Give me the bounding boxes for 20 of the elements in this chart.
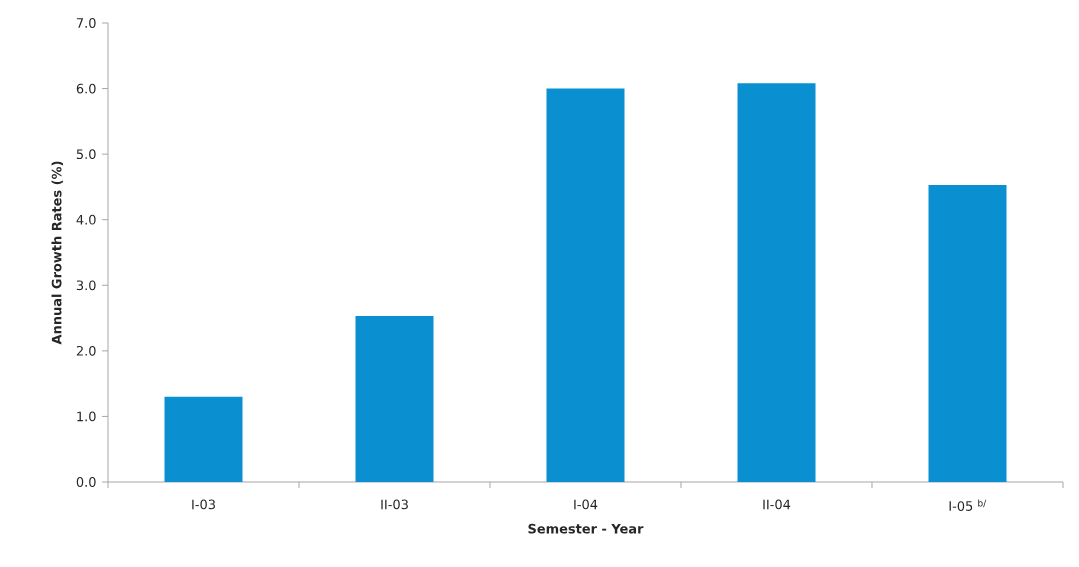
y-axis-title: Annual Growth Rates (%) <box>51 161 64 345</box>
x-tick-label: I-03 <box>192 499 215 510</box>
bar <box>164 396 243 482</box>
y-tick-label: 0.0 <box>76 477 96 487</box>
y-tick-label: 6.0 <box>76 83 96 94</box>
bar <box>546 88 625 482</box>
y-tick-label: 7.0 <box>76 18 96 28</box>
bar <box>737 83 816 482</box>
x-tick-label: I-04 <box>574 499 598 510</box>
x-axis-title: Semester - Year <box>528 523 644 534</box>
y-tick-label: 1.0 <box>77 411 96 422</box>
y-tick-label: 2.0 <box>76 345 96 356</box>
y-tick-label: 4.0 <box>76 214 96 225</box>
x-tick-label: II-04 <box>763 499 791 510</box>
x-tick-label: II-03 <box>381 499 408 510</box>
y-tick-label: 5.0 <box>76 149 96 160</box>
bar <box>355 316 434 482</box>
y-tick-label: 3.0 <box>76 280 96 291</box>
bar <box>928 184 1007 482</box>
x-tick-label: I-05 $^{b/}$ <box>949 499 987 511</box>
